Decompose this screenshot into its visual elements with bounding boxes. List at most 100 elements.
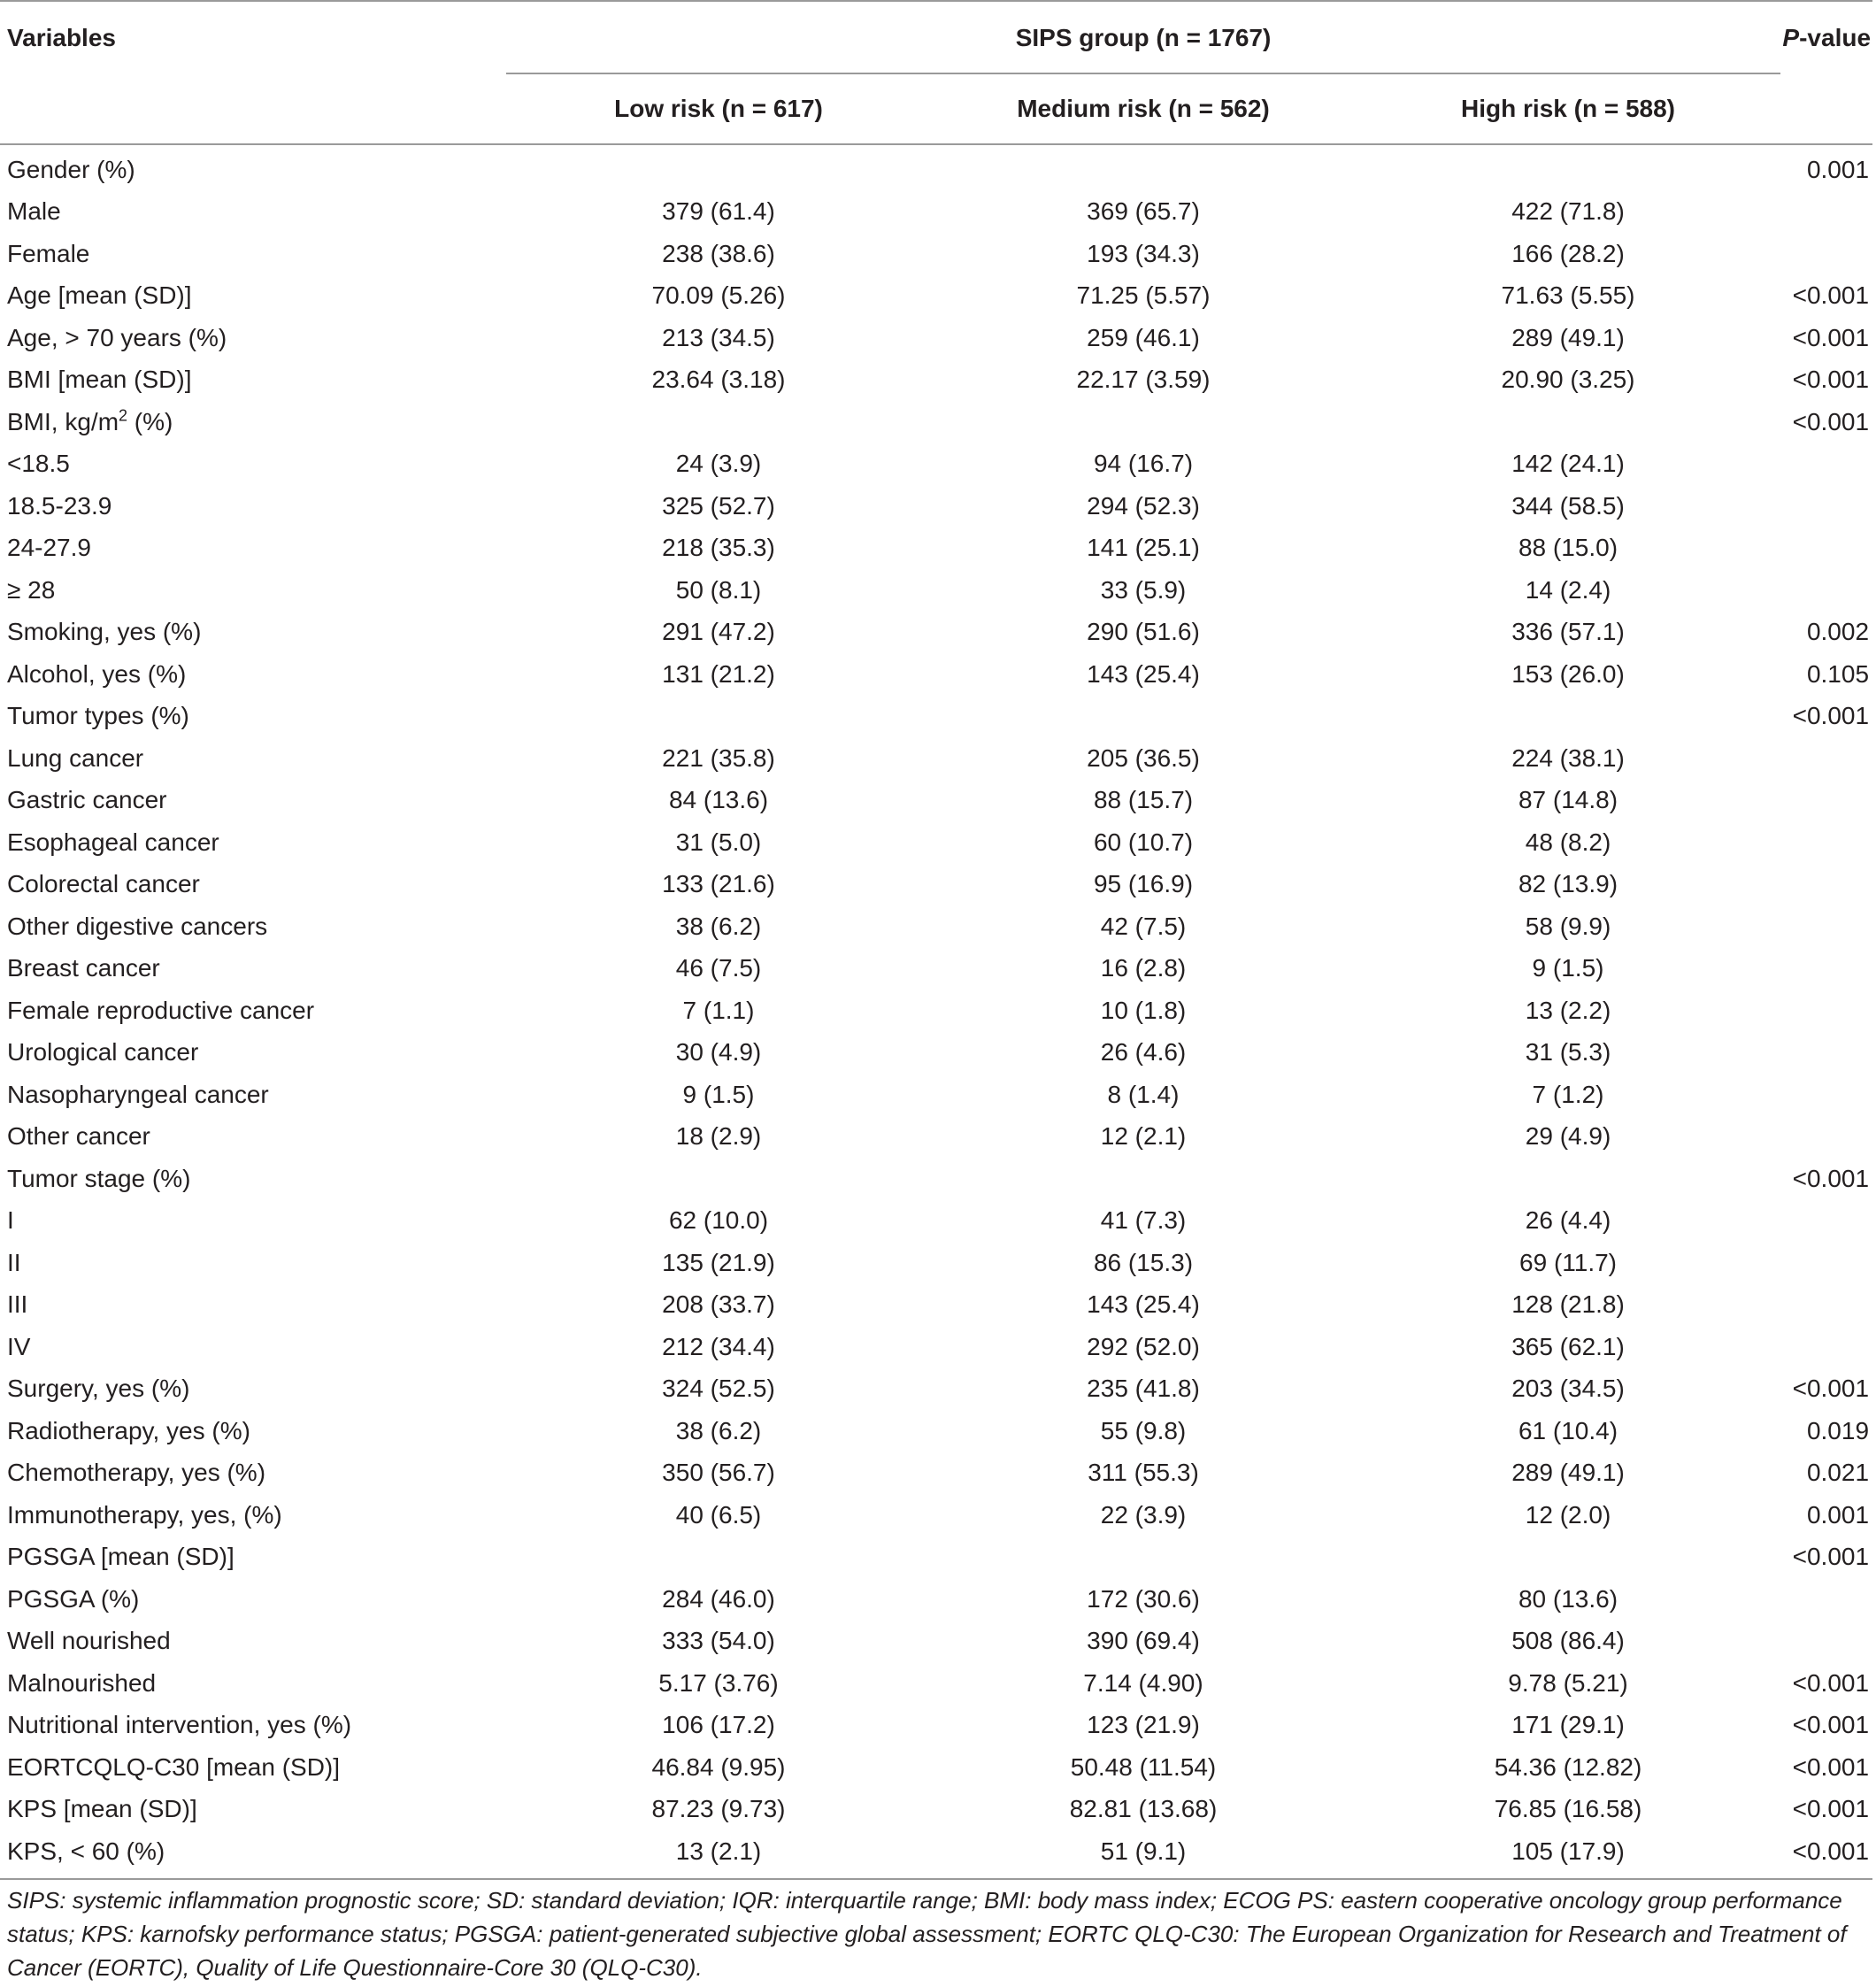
- high-risk-cell: [1356, 401, 1780, 443]
- row-label: Female: [0, 233, 506, 275]
- row-label-text: BMI, kg/m: [7, 407, 119, 435]
- high-risk-cell: 82 (13.9): [1518, 870, 1618, 898]
- row-label-text: Malnourished: [7, 1668, 157, 1697]
- table-row: Radiotherapy, yes (%) 38 (6.2) 55 (9.8) 61 …: [0, 1410, 1872, 1452]
- table-row: Smoking, yes (%) 291 (47.2) 290 (51.6) 336 …: [0, 612, 1872, 654]
- low-risk-cell: 87.23 (9.73): [651, 1795, 786, 1823]
- high-risk-cell: [1356, 696, 1780, 738]
- high-risk-cell: 31 (5.3): [1525, 1038, 1611, 1067]
- table-row: Other cancer 18 (2.9) 12 (2.1) 29 (4.9): [0, 1116, 1872, 1159]
- row-label: Urological cancer: [0, 1032, 506, 1074]
- table-row: Urological cancer 30 (4.9) 26 (4.6) 31 (5.3…: [0, 1032, 1872, 1074]
- row-label: Immunotherapy, yes, (%): [0, 1494, 506, 1536]
- medium-risk-cell: 311 (55.3): [1088, 1459, 1199, 1487]
- table-body: Gender (%) 0.001 Male 379 (61.4) 369 (65.7) 4…: [0, 144, 1873, 1880]
- high-risk-cell: 203 (34.5): [1511, 1375, 1625, 1403]
- row-label-text: Female reproductive cancer: [7, 996, 315, 1024]
- pvalue-cell: [1780, 737, 1872, 780]
- pvalue-cell: <0.001: [1792, 323, 1870, 351]
- table-row: <18.5 24 (3.9) 94 (16.7) 142 (24.1): [0, 443, 1872, 486]
- row-label: Age [mean (SD)]: [0, 275, 506, 318]
- pvalue-cell: <0.001: [1792, 281, 1870, 310]
- high-risk-cell: 142 (24.1): [1511, 450, 1625, 478]
- medium-risk-cell: 294 (52.3): [1087, 491, 1200, 520]
- high-risk-cell: 69 (11.7): [1519, 1248, 1618, 1276]
- medium-risk-cell: 12 (2.1): [1100, 1122, 1187, 1151]
- medium-risk-cell: 292 (52.0): [1087, 1332, 1200, 1360]
- row-label: Male: [0, 191, 506, 234]
- pvalue-cell: <0.001: [1792, 1795, 1870, 1823]
- low-risk-cell: 9 (1.5): [682, 1080, 755, 1108]
- pvalue-cell: [1780, 1032, 1872, 1074]
- table-row: IV 212 (34.4) 292 (52.0) 365 (62.1): [0, 1326, 1872, 1368]
- high-risk-cell: [1356, 1158, 1780, 1200]
- medium-risk-cell: 42 (7.5): [1100, 912, 1187, 940]
- medium-risk-cell: 51 (9.1): [931, 1830, 1356, 1880]
- pvalue-cell: <0.001: [1792, 1711, 1870, 1739]
- high-risk-cell: 61 (10.4): [1518, 1416, 1618, 1444]
- medium-risk-cell: 55 (9.8): [1100, 1416, 1187, 1444]
- high-risk-cell: [1356, 1536, 1780, 1579]
- row-label-text: BMI [mean (SD)]: [7, 366, 192, 394]
- table-row: Gastric cancer 84 (13.6) 88 (15.7) 87 (14.8…: [0, 780, 1872, 822]
- blank-header-cell: [0, 74, 506, 144]
- high-risk-cell: 14 (2.4): [1525, 575, 1611, 604]
- row-label-text: Urological cancer: [7, 1038, 199, 1067]
- row-label: 18.5-23.9: [0, 485, 506, 528]
- high-risk-cell: 87 (14.8): [1518, 786, 1618, 814]
- low-risk-cell: 221 (35.8): [662, 743, 775, 772]
- low-risk-cell: 212 (34.4): [662, 1332, 775, 1360]
- pvalue-cell: 0.021: [1806, 1459, 1870, 1487]
- row-label-text: Smoking, yes (%): [7, 618, 202, 646]
- pvalue-cell: [1780, 905, 1872, 948]
- pvalue-cell: [1780, 821, 1872, 864]
- row-label: KPS [mean (SD)]: [0, 1789, 506, 1831]
- row-label-text: Lung cancer: [7, 743, 144, 772]
- pvalue-cell: [1780, 1200, 1872, 1243]
- medium-risk-cell: 94 (16.7): [1093, 450, 1194, 478]
- row-label-superscript: 2: [119, 406, 128, 425]
- variables-header: Variables: [0, 0, 506, 74]
- low-risk-cell: 31 (5.0): [675, 828, 762, 856]
- table-row: Surgery, yes (%) 324 (52.5) 235 (41.8) 203 …: [0, 1368, 1872, 1411]
- low-risk-cell: 106 (17.2): [662, 1711, 775, 1739]
- row-label-text: EORTCQLQ-C30 [mean (SD)]: [7, 1752, 341, 1781]
- high-risk-cell: 9.78 (5.21): [1508, 1668, 1628, 1697]
- row-label: I: [0, 1200, 506, 1243]
- row-label-text: Immunotherapy, yes, (%): [7, 1500, 282, 1529]
- medium-risk-cell: [931, 144, 1356, 191]
- row-label-text: Nasopharyngeal cancer: [7, 1080, 269, 1108]
- row-label: Tumor types (%): [0, 696, 506, 738]
- medium-risk-cell: 259 (46.1): [1087, 323, 1200, 351]
- medium-risk-cell: 205 (36.5): [1087, 743, 1200, 772]
- pvalue-cell: 0.019: [1806, 1416, 1870, 1444]
- row-label-text: IV: [7, 1332, 31, 1360]
- pvalue-cell: [1780, 485, 1872, 528]
- medium-risk-cell: 95 (16.9): [1093, 870, 1194, 898]
- row-label: PGSGA (%): [0, 1578, 506, 1621]
- row-label-text: Breast cancer: [7, 954, 160, 982]
- high-risk-cell: 80 (13.6): [1518, 1584, 1618, 1613]
- row-label-text: II: [7, 1248, 21, 1276]
- medium-risk-cell: 193 (34.3): [1087, 239, 1200, 267]
- low-risk-cell: 18 (2.9): [675, 1122, 762, 1151]
- high-risk-cell: 29 (4.9): [1525, 1122, 1611, 1151]
- pvalue-cell: <0.001: [1792, 407, 1870, 435]
- pvalue-cell: <0.001: [1792, 702, 1870, 730]
- table-row: EORTCQLQ-C30 [mean (SD)] 46.84 (9.95) 50.4…: [0, 1746, 1872, 1789]
- table-row: II 135 (21.9) 86 (15.3) 69 (11.7): [0, 1242, 1872, 1284]
- low-risk-cell: 84 (13.6): [668, 786, 769, 814]
- medium-risk-cell: 50.48 (11.54): [1070, 1752, 1217, 1781]
- pvalue-cell: [1780, 1284, 1872, 1327]
- pvalue-cell: 0.001: [1806, 155, 1870, 183]
- sips-group-label: SIPS group (n = 1767): [1015, 24, 1272, 51]
- high-risk-cell: 12 (2.0): [1525, 1500, 1611, 1529]
- table-row: KPS [mean (SD)] 87.23 (9.73) 82.81 (13.68)…: [0, 1789, 1872, 1831]
- row-label-text: Other cancer: [7, 1122, 150, 1151]
- high-risk-cell: 71.63 (5.55): [1501, 281, 1635, 310]
- pvalue-cell: <0.001: [1792, 1752, 1870, 1781]
- table-row: ≥ 28 50 (8.1) 33 (5.9) 14 (2.4): [0, 569, 1872, 612]
- row-label: 24-27.9: [0, 528, 506, 570]
- low-risk-cell: 291 (47.2): [662, 618, 775, 646]
- medium-risk-header: Medium risk (n = 562): [1017, 95, 1270, 122]
